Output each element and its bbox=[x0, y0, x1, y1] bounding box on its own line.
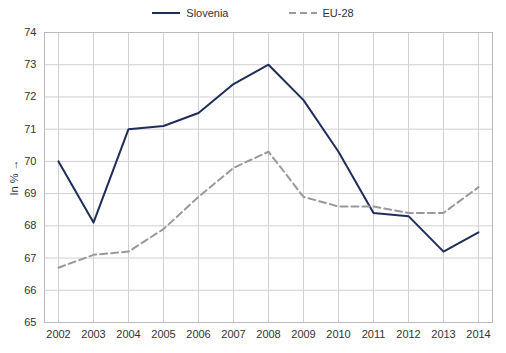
html-text:EU-28: EU-28 bbox=[322, 7, 354, 19]
svg-text:70: 70 bbox=[24, 155, 36, 167]
svg-text:72: 72 bbox=[24, 90, 36, 102]
svg-text:2013: 2013 bbox=[431, 328, 455, 340]
svg-text:67: 67 bbox=[24, 252, 36, 264]
svg-text:2010: 2010 bbox=[326, 328, 350, 340]
svg-text:2009: 2009 bbox=[291, 328, 315, 340]
svg-text:2012: 2012 bbox=[396, 328, 420, 340]
svg-text:2007: 2007 bbox=[221, 328, 245, 340]
svg-text:68: 68 bbox=[24, 219, 36, 231]
svg-text:65: 65 bbox=[24, 316, 36, 328]
svg-text:2014: 2014 bbox=[466, 328, 490, 340]
svg-text:2008: 2008 bbox=[256, 328, 280, 340]
html-text:Slovenia: Slovenia bbox=[186, 7, 229, 19]
svg-text:66: 66 bbox=[24, 284, 36, 296]
svg-text:2011: 2011 bbox=[362, 328, 386, 340]
svg-text:73: 73 bbox=[24, 58, 36, 70]
svg-text:In % →: In % → bbox=[8, 159, 20, 195]
svg-text:2002: 2002 bbox=[46, 328, 70, 340]
svg-text:2006: 2006 bbox=[186, 328, 210, 340]
svg-text:2003: 2003 bbox=[81, 328, 105, 340]
svg-text:2004: 2004 bbox=[116, 328, 140, 340]
svg-text:69: 69 bbox=[24, 187, 36, 199]
svg-text:2005: 2005 bbox=[151, 328, 175, 340]
svg-text:71: 71 bbox=[24, 123, 36, 135]
svg-text:74: 74 bbox=[24, 26, 36, 38]
